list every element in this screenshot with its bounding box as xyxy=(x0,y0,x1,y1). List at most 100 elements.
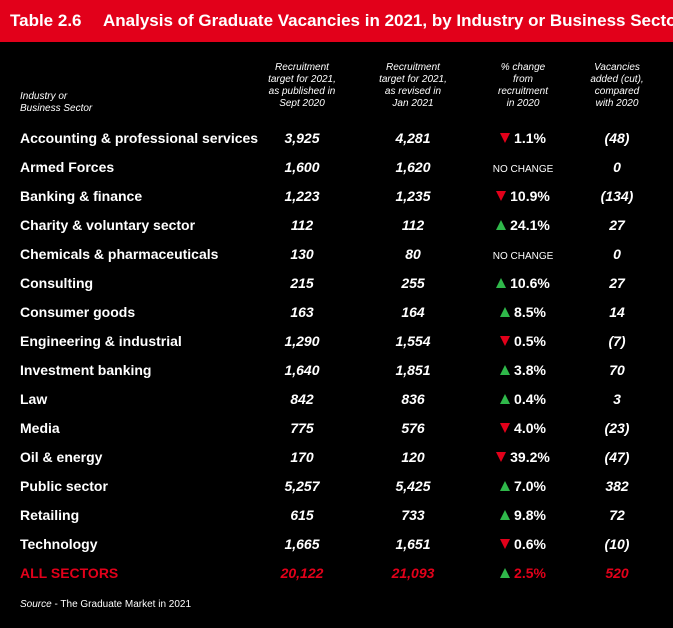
pct-change-value: 0.4% xyxy=(514,391,546,407)
target-published: 1,665 xyxy=(284,536,320,552)
table-row: Media 775 576 4.0% (23) xyxy=(0,414,673,443)
header-pct-change: % change from recruitment in 2020 xyxy=(478,62,568,110)
up-arrow-icon xyxy=(500,510,511,521)
target-revised: 80 xyxy=(405,246,421,262)
pct-change: 4.0% xyxy=(478,414,568,443)
header-line: compared xyxy=(594,86,640,97)
header-line: target for 2021, xyxy=(268,74,336,85)
table-row: Retailing 615 733 9.8% 72 xyxy=(0,501,673,530)
target-revised: 164 xyxy=(401,304,425,320)
header-line: as revised in xyxy=(384,86,442,97)
target-revised: 1,851 xyxy=(395,362,431,378)
down-arrow-icon xyxy=(500,539,511,550)
pct-change: 10.9% xyxy=(478,182,568,211)
pct-change-value: 9.8% xyxy=(514,507,546,523)
source-text: - The Graduate Market in 2021 xyxy=(51,599,192,610)
target-revised: 112 xyxy=(401,217,425,233)
target-published: 842 xyxy=(290,391,314,407)
pct-change-value: 4.0% xyxy=(514,420,546,436)
source-label: Source xyxy=(20,599,52,610)
table-row: Consumer goods 163 164 8.5% 14 xyxy=(0,298,673,327)
header-line: added (cut), xyxy=(590,74,644,85)
header-sector-line: Industry or xyxy=(20,91,68,102)
no-change-label: NO CHANGE xyxy=(492,164,554,175)
vacancies-added: 3 xyxy=(613,391,621,407)
target-published: 20,122 xyxy=(280,565,324,581)
vacancies-added: (48) xyxy=(604,130,630,146)
down-arrow-icon xyxy=(496,191,507,202)
pct-change: 0.5% xyxy=(478,327,568,356)
target-published: 130 xyxy=(290,246,314,262)
table-row: Public sector 5,257 5,425 7.0% 382 xyxy=(0,472,673,501)
target-published: 1,600 xyxy=(284,159,320,175)
up-arrow-icon xyxy=(500,307,511,318)
target-published: 1,640 xyxy=(284,362,320,378)
vacancies-added: (10) xyxy=(604,536,630,552)
source-note: Source - The Graduate Market in 2021 xyxy=(20,599,191,610)
target-revised: 21,093 xyxy=(391,565,435,581)
pct-change: NO CHANGE xyxy=(478,153,568,182)
total-row: ALL SECTORS 20,122 21,093 2.5% 520 xyxy=(0,559,673,588)
header-line: Vacancies xyxy=(594,62,640,73)
target-published: 170 xyxy=(290,449,314,465)
target-published: 1,223 xyxy=(284,188,320,204)
up-arrow-icon xyxy=(500,568,511,579)
pct-change: 3.8% xyxy=(478,356,568,385)
pct-change: 24.1% xyxy=(478,211,568,240)
header-line: from xyxy=(513,74,533,85)
up-arrow-icon xyxy=(496,220,507,231)
up-arrow-icon xyxy=(500,394,511,405)
pct-change-value: 7.0% xyxy=(514,478,546,494)
vacancies-added: (47) xyxy=(604,449,630,465)
header-line: with 2020 xyxy=(595,98,639,109)
header-line: Recruitment xyxy=(275,62,329,73)
vacancies-added: (23) xyxy=(604,420,630,436)
pct-change: 1.1% xyxy=(478,124,568,153)
header-line: Recruitment xyxy=(386,62,440,73)
vacancies-added: (134) xyxy=(600,188,634,204)
pct-change-value: 10.9% xyxy=(510,188,550,204)
vacancies-added: 27 xyxy=(609,275,625,291)
table-number: Table 2.6 xyxy=(10,11,82,30)
table-title-banner: Table 2.6 Analysis of Graduate Vacancies… xyxy=(0,0,673,42)
down-arrow-icon xyxy=(500,133,511,144)
pct-change-value: 10.6% xyxy=(510,275,550,291)
no-change-label: NO CHANGE xyxy=(492,251,554,262)
target-revised: 576 xyxy=(401,420,425,436)
table-row: Consulting 215 255 10.6% 27 xyxy=(0,269,673,298)
table-row: Chemicals & pharmaceuticals 130 80 NO CHANG… xyxy=(0,240,673,269)
sector-name: Armed Forces xyxy=(20,159,115,175)
header-line: recruitment xyxy=(497,86,548,97)
target-revised: 1,554 xyxy=(395,333,431,349)
pct-change-value: 3.8% xyxy=(514,362,546,378)
pct-change: 9.8% xyxy=(478,501,568,530)
header-line: % change xyxy=(500,62,546,73)
vacancies-added: 520 xyxy=(605,565,629,581)
vacancies-added: 0 xyxy=(613,159,621,175)
vacancies-added: 27 xyxy=(609,217,625,233)
pct-change: 10.6% xyxy=(478,269,568,298)
pct-change-value: 8.5% xyxy=(514,304,546,320)
target-published: 3,925 xyxy=(284,130,320,146)
pct-change: 0.6% xyxy=(478,530,568,559)
sector-name: ALL SECTORS xyxy=(20,565,119,581)
sector-name: Retailing xyxy=(20,507,80,523)
down-arrow-icon xyxy=(500,423,511,434)
sector-name: Charity & voluntary sector xyxy=(20,217,196,233)
sector-name: Consumer goods xyxy=(20,304,136,320)
target-published: 163 xyxy=(290,304,314,320)
pct-change: 0.4% xyxy=(478,385,568,414)
sector-name: Chemicals & pharmaceuticals xyxy=(20,246,219,262)
header-vacancies-added: Vacancies added (cut), compared with 202… xyxy=(574,62,660,110)
down-arrow-icon xyxy=(496,452,507,463)
table-row: Technology 1,665 1,651 0.6% (10) xyxy=(0,530,673,559)
vacancies-added: (7) xyxy=(608,333,626,349)
header-sector: Industry or Business Sector xyxy=(20,91,92,115)
vacancies-added: 70 xyxy=(609,362,625,378)
sector-name: Accounting & professional services xyxy=(20,130,259,146)
header-target-published: Recruitment target for 2021, as publishe… xyxy=(255,62,349,110)
target-revised: 1,620 xyxy=(395,159,431,175)
target-revised: 255 xyxy=(401,275,425,291)
up-arrow-icon xyxy=(500,481,511,492)
table-row: Charity & voluntary sector 112 112 24.1% 27 xyxy=(0,211,673,240)
